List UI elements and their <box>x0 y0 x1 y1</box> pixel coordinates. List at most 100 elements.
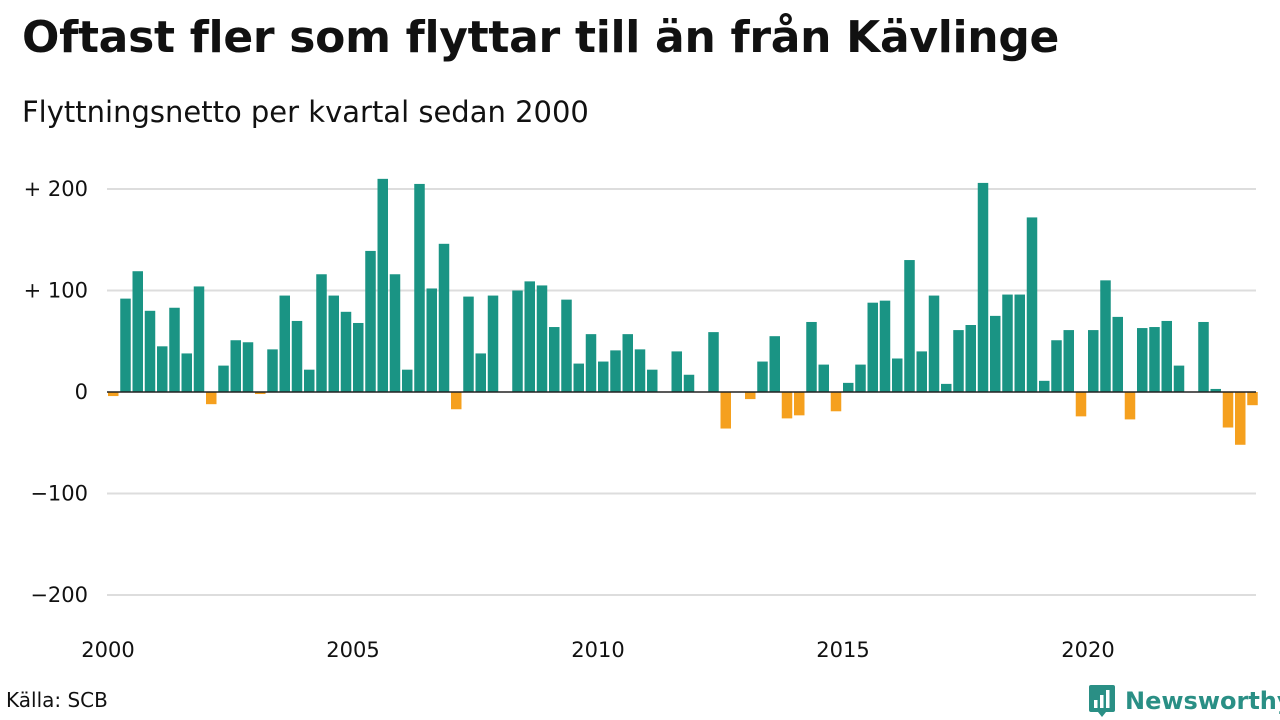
bar <box>683 374 695 392</box>
bar <box>108 392 119 397</box>
bar <box>708 332 719 392</box>
bar <box>316 274 327 392</box>
bar <box>132 271 143 392</box>
bar <box>549 327 560 392</box>
bar <box>377 178 388 392</box>
bar <box>1039 380 1050 392</box>
bar <box>1149 327 1160 392</box>
bar <box>1002 294 1013 392</box>
source-label: Källa: SCB <box>6 688 108 712</box>
bar <box>1173 365 1185 392</box>
bar <box>451 392 462 410</box>
bar <box>769 336 780 392</box>
bar <box>1124 392 1136 420</box>
bar <box>977 182 989 392</box>
bar <box>757 361 768 392</box>
bar <box>328 295 339 392</box>
chart-title: Oftast fler som flyttar till än från Käv… <box>22 12 1060 63</box>
bar <box>634 349 646 392</box>
bar <box>1235 392 1246 445</box>
bar <box>291 320 303 392</box>
bar <box>512 290 523 392</box>
bar <box>414 183 425 392</box>
bar <box>573 363 584 392</box>
bar <box>120 298 131 392</box>
bar <box>1051 340 1062 392</box>
y-tick-label: −100 <box>30 482 88 506</box>
bar <box>1210 388 1221 392</box>
bar <box>561 299 572 392</box>
bar <box>1247 392 1258 406</box>
bar <box>255 392 266 395</box>
bar <box>206 392 217 405</box>
bar <box>438 243 450 392</box>
bar <box>487 295 499 392</box>
bar <box>892 358 903 392</box>
bar <box>916 351 927 392</box>
bar <box>610 350 621 392</box>
bar <box>304 369 315 392</box>
bar <box>598 361 609 392</box>
bar <box>794 392 805 416</box>
bar <box>389 274 401 392</box>
bar <box>279 295 290 392</box>
bar <box>426 288 437 392</box>
y-tick-label: 0 <box>75 380 88 404</box>
bar <box>1161 320 1172 392</box>
bar <box>463 296 474 392</box>
bar <box>353 322 364 392</box>
x-tick-label: 2010 <box>571 638 624 662</box>
y-tick-label: −200 <box>30 583 88 607</box>
bar <box>1198 321 1209 392</box>
bar <box>169 307 180 392</box>
bar <box>1026 217 1038 392</box>
bar <box>1063 330 1074 392</box>
bar <box>879 300 891 392</box>
bar <box>781 392 793 419</box>
y-tick-label: + 200 <box>24 177 88 201</box>
bar <box>1100 280 1111 392</box>
bar <box>157 346 168 392</box>
chart-subtitle: Flyttningsnetto per kvartal sedan 2000 <box>22 95 589 129</box>
brand-name: Newsworthy <box>1125 687 1280 715</box>
bar <box>855 364 866 392</box>
bar <box>830 392 842 412</box>
bar <box>585 334 597 392</box>
bar <box>402 369 413 392</box>
bar <box>671 351 682 392</box>
bar <box>242 342 254 392</box>
bar <box>622 334 633 392</box>
bar <box>843 382 854 392</box>
bar <box>928 295 940 392</box>
bar <box>965 325 976 392</box>
bar <box>475 353 486 392</box>
bar <box>745 392 756 400</box>
x-tick-label: 2015 <box>816 638 869 662</box>
bar <box>720 392 731 429</box>
bar <box>1088 330 1099 392</box>
bar <box>1014 294 1025 392</box>
bar <box>867 302 878 392</box>
bar <box>1137 328 1148 392</box>
bar <box>218 365 229 392</box>
bar <box>990 315 1001 392</box>
bar-chart: + 200 + 100 0 −100 −200 2000 2005 2010 2015 2020 <box>24 177 1258 662</box>
bar <box>647 369 658 392</box>
bar <box>230 340 241 392</box>
bar <box>365 250 376 392</box>
bar <box>1222 392 1234 428</box>
bar <box>953 330 964 392</box>
bar <box>806 321 817 392</box>
x-tick-label: 2020 <box>1061 638 1114 662</box>
bar <box>181 353 192 392</box>
bar <box>904 260 915 392</box>
brand[interactable]: Newsworthy <box>1087 684 1280 718</box>
newsworthy-logo-icon <box>1089 685 1115 717</box>
x-tick-label: 2000 <box>81 638 134 662</box>
bar <box>524 281 535 392</box>
bar <box>818 364 829 392</box>
x-tick-label: 2005 <box>326 638 379 662</box>
y-tick-label: + 100 <box>24 279 88 303</box>
bar <box>536 285 548 392</box>
bar <box>340 311 352 392</box>
